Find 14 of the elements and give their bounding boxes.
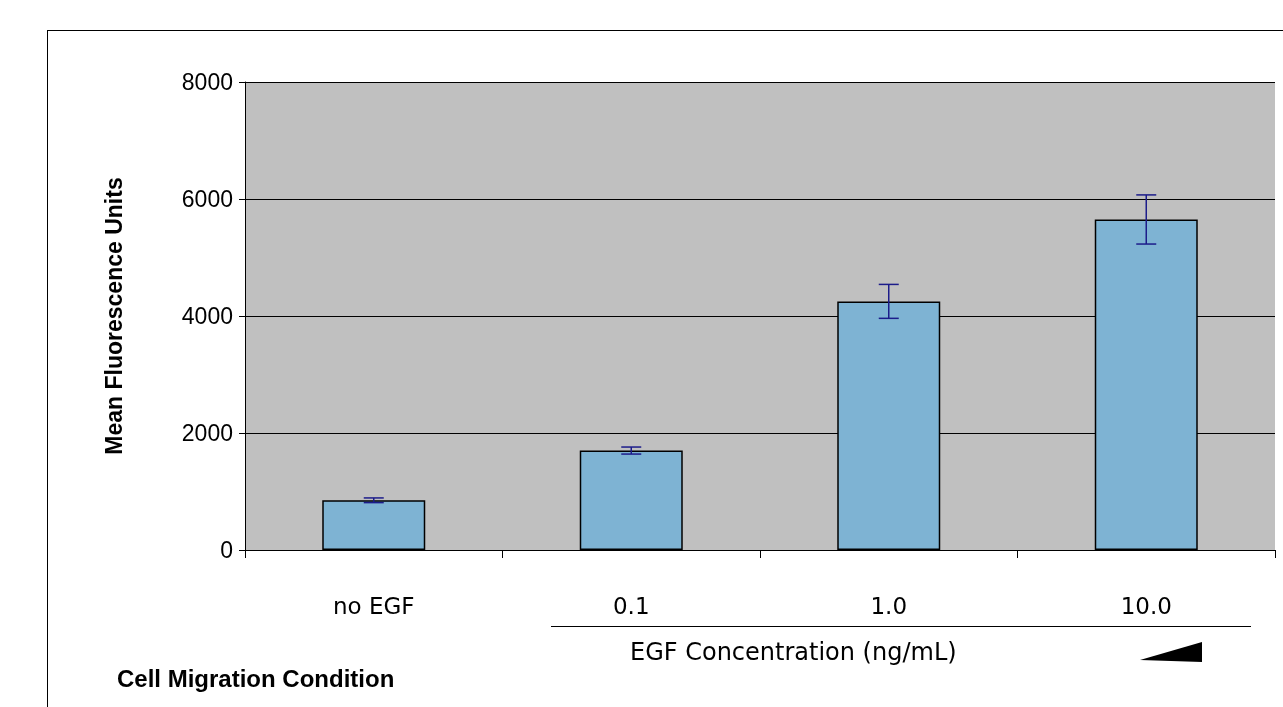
y-tick-label: 2000	[181, 420, 233, 446]
x-tick-label: 1.0	[870, 592, 908, 619]
text: EGF Concentration (ng/mL)	[630, 638, 957, 666]
y-axis-title: Mean Fluorescence Units	[100, 177, 127, 455]
y-tick-label: 4000	[181, 303, 233, 329]
x-axis-title: Cell Migration Condition	[117, 664, 395, 692]
y-tick-label: 0	[220, 537, 233, 563]
y-tick-label: 8000	[181, 69, 233, 95]
x-tick-label: 10.0	[1120, 592, 1172, 619]
x-tick-label: 0.1	[612, 592, 650, 619]
x-tick-label: no EGF	[332, 592, 415, 619]
y-tick-label: 6000	[181, 186, 233, 212]
bar	[579, 450, 683, 550]
bar	[322, 500, 426, 550]
